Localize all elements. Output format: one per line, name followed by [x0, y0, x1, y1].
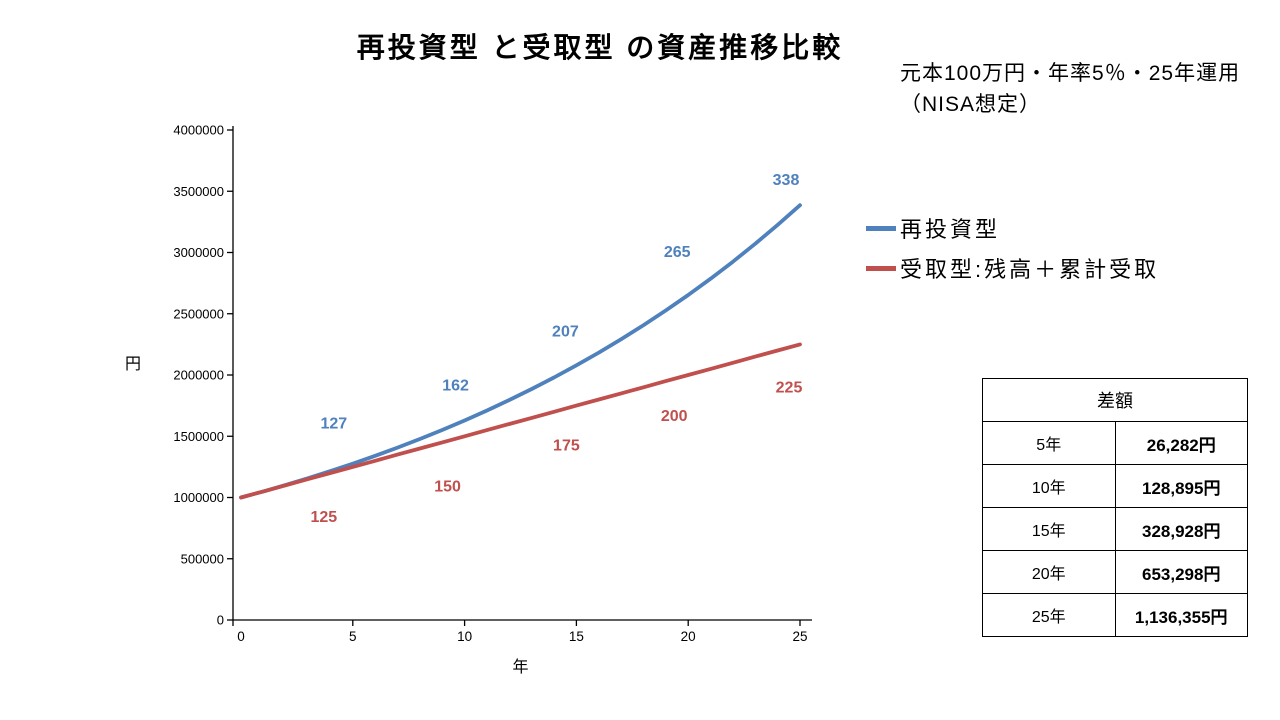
period-cell: 20年 — [982, 550, 1116, 594]
data-label: 175 — [553, 438, 580, 455]
y-tick-label: 3000000 — [173, 245, 224, 260]
period-cell: 25年 — [982, 593, 1116, 637]
amount-cell: 328,928円 — [1114, 507, 1248, 551]
period-cell: 10年 — [982, 464, 1116, 508]
amount-cell: 653,298円 — [1114, 550, 1248, 594]
x-tick-label: 10 — [457, 629, 472, 644]
legend-item-payout: 受取型:残高＋累計受取 — [866, 248, 1159, 288]
y-axis-title: 円 — [125, 356, 141, 373]
legend-line-swatch-blue — [866, 225, 896, 231]
difference-table-title: 差額 — [982, 378, 1248, 422]
table-row: 10年 128,895円 — [982, 464, 1248, 508]
data-label: 338 — [773, 172, 800, 189]
legend-label-reinvest: 再投資型 — [900, 217, 1001, 242]
table-row: 25年 1,136,355円 — [982, 593, 1248, 637]
y-tick-label: 4000000 — [173, 123, 224, 138]
y-tick-label: 2000000 — [173, 368, 224, 383]
assumptions-note: 元本100万円・年率5％・25年運用 （NISA想定） — [900, 58, 1275, 120]
data-label: 150 — [434, 478, 461, 495]
amount-cell: 128,895円 — [1114, 464, 1248, 508]
series-line-payout — [239, 342, 802, 500]
difference-table-header-row: 差額 — [982, 378, 1248, 422]
difference-table: 差額 5年 26,282円 10年 128,895円 15年 328,928円 … — [982, 378, 1248, 637]
x-tick-label: 15 — [569, 629, 584, 644]
legend-label-payout: 受取型:残高＋累計受取 — [900, 257, 1160, 282]
data-label: 265 — [664, 244, 691, 261]
x-tick-label: 20 — [681, 629, 696, 644]
data-label: 207 — [552, 323, 579, 340]
table-row: 5年 26,282円 — [982, 421, 1248, 465]
assumptions-note-line1: 元本100万円・年率5％・25年運用 — [900, 62, 1241, 85]
line-chart-canvas: 0 500000 1000000 1500000 2000000 2500000 30000… — [125, 123, 812, 676]
chart-title: 再投資型 と受取型 の資産推移比較 — [356, 32, 844, 63]
data-label: 200 — [661, 408, 688, 425]
x-tick-label: 25 — [792, 629, 807, 644]
table-row: 15年 328,928円 — [982, 507, 1248, 551]
table-row: 20年 653,298円 — [982, 550, 1248, 594]
x-tick-label: 5 — [349, 629, 357, 644]
y-tick-label: 500000 — [181, 551, 224, 566]
legend-line-swatch-red — [866, 265, 896, 271]
data-label: 125 — [310, 509, 337, 526]
amount-cell: 1,136,355円 — [1114, 593, 1248, 637]
x-axis-title: 年 — [512, 658, 528, 676]
y-tick-label: 1000000 — [173, 490, 224, 505]
chart-legend: 再投資型 受取型:残高＋累計受取 — [866, 208, 1159, 288]
x-tick-label: 0 — [237, 629, 245, 644]
data-label: 127 — [320, 416, 347, 433]
period-cell: 15年 — [982, 507, 1116, 551]
y-tick-label: 0 — [217, 613, 224, 628]
amount-cell: 26,282円 — [1114, 421, 1248, 465]
y-tick-label: 3500000 — [173, 184, 224, 199]
period-cell: 5年 — [982, 421, 1116, 465]
assumptions-note-line2: （NISA想定） — [900, 93, 1042, 116]
y-tick-label: 2500000 — [173, 306, 224, 321]
legend-item-reinvest: 再投資型 — [866, 208, 1159, 248]
series-line-reinvest — [239, 203, 802, 500]
y-tick-label: 1500000 — [173, 429, 224, 444]
data-label: 162 — [442, 377, 469, 394]
data-label: 225 — [776, 379, 803, 396]
